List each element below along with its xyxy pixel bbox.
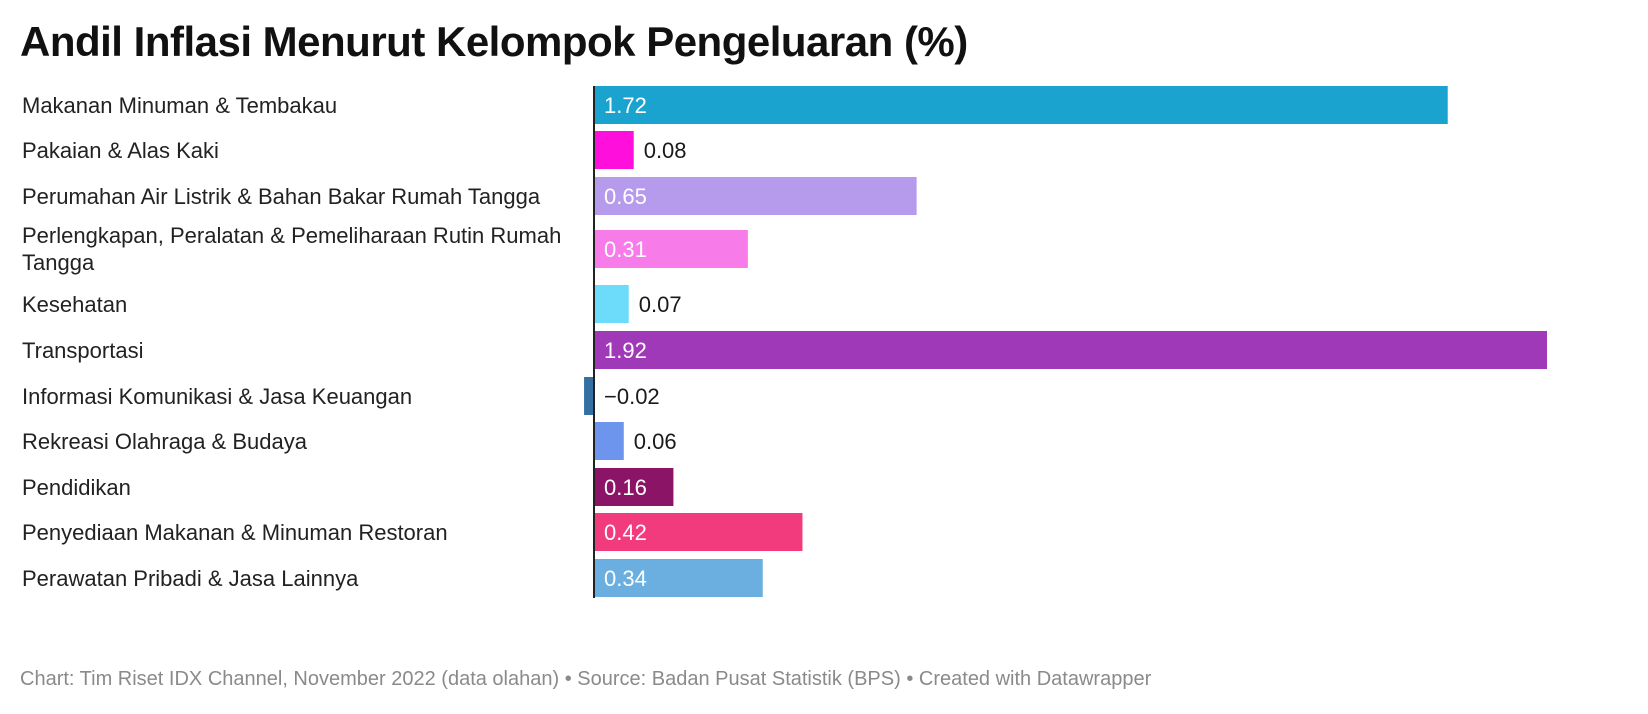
bar <box>584 377 594 415</box>
footer-separator: • <box>906 668 919 690</box>
bar <box>594 131 634 169</box>
bar-value-label: 0.65 <box>604 184 647 209</box>
bar-value-label: 0.06 <box>634 429 677 454</box>
category-label: Perlengkapan, Peralatan & Pemeliharaan R… <box>22 223 562 275</box>
category-label: Penyediaan Makanan & Minuman Restoran <box>22 519 448 545</box>
bar <box>594 422 624 460</box>
category-label: Pakaian & Alas Kaki <box>22 137 219 163</box>
bar <box>594 559 763 597</box>
bar <box>594 331 1547 369</box>
category-label: Rekreasi Olahraga & Budaya <box>22 428 307 454</box>
chart-footer: Chart: Tim Riset IDX Channel, November 2… <box>20 668 1151 691</box>
bar-value-label: 0.08 <box>644 138 687 163</box>
bar-value-label: 0.42 <box>604 520 647 545</box>
bar-value-label: −0.02 <box>604 384 660 409</box>
bar <box>594 230 748 268</box>
bar <box>594 177 917 215</box>
bar-value-label: 0.31 <box>604 237 647 262</box>
bar-value-label: 0.07 <box>639 292 682 317</box>
category-label: Perawatan Pribadi & Jasa Lainnya <box>22 565 359 591</box>
category-label: Makanan Minuman & Tembakau <box>22 92 338 118</box>
footer-created: Created with Datawrapper <box>918 668 1152 690</box>
footer-source: Source: Badan Pusat Statistik (BPS) <box>577 668 901 690</box>
chart-title: Andil Inflasi Menurut Kelompok Pengeluar… <box>20 18 968 65</box>
bar <box>594 86 1448 124</box>
category-label: Kesehatan <box>22 291 128 317</box>
footer-credit: Chart: Tim Riset IDX Channel, November 2… <box>20 668 560 690</box>
bar <box>594 513 803 551</box>
bar-value-label: 0.34 <box>604 566 647 591</box>
bar <box>594 285 629 323</box>
bar-value-label: 0.16 <box>604 475 647 500</box>
category-label: Informasi Komunikasi & Jasa Keuangan <box>22 383 413 409</box>
category-label: Perumahan Air Listrik & Bahan Bakar Ruma… <box>22 183 541 209</box>
bar-value-label: 1.72 <box>604 93 647 118</box>
footer-separator: • <box>564 668 578 690</box>
bar-value-label: 1.92 <box>604 338 647 363</box>
category-label: Transportasi <box>22 337 144 363</box>
bar <box>594 468 674 506</box>
category-label: Pendidikan <box>22 474 131 500</box>
